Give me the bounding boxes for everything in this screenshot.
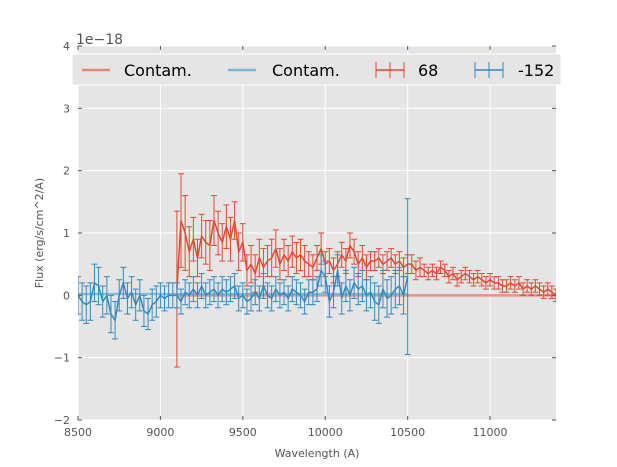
- x-tick-label: 10000: [308, 426, 343, 439]
- series-group: [78, 173, 556, 368]
- y-tick-label: −2: [54, 414, 70, 427]
- x-tick-label: 10500: [390, 426, 425, 439]
- y-tick-label: 4: [63, 40, 70, 53]
- y-offset-label: 1e−18: [76, 32, 123, 48]
- legend-label: 68: [418, 61, 438, 80]
- legend-label: Contam.: [272, 61, 340, 80]
- y-tick-label: −1: [54, 352, 70, 365]
- legend-label: Contam.: [124, 61, 192, 80]
- y-tick-label: 1: [63, 227, 70, 240]
- y-tick-label: 0: [63, 289, 70, 302]
- axis-ticks: 8500 9000 9500 10000 10500 11000 −2 −1 0 1 2 3 4: [54, 40, 556, 439]
- x-tick-label: 9000: [146, 426, 174, 439]
- series-line: [78, 268, 409, 323]
- legend: Contam. Contam. 68 -152: [71, 53, 562, 86]
- y-tick-label: 2: [63, 165, 70, 178]
- y-axis-label: Flux (erg/s/cm^2/A): [33, 178, 46, 288]
- series-line: [176, 220, 556, 296]
- series--152: [78, 198, 411, 356]
- x-tick-label: 11000: [473, 426, 508, 439]
- x-axis-label: Wavelength (A): [275, 447, 360, 460]
- legend-label: -152: [518, 61, 554, 80]
- y-tick-label: 3: [63, 102, 70, 115]
- x-tick-label: 8500: [64, 426, 92, 439]
- x-tick-label: 9500: [229, 426, 257, 439]
